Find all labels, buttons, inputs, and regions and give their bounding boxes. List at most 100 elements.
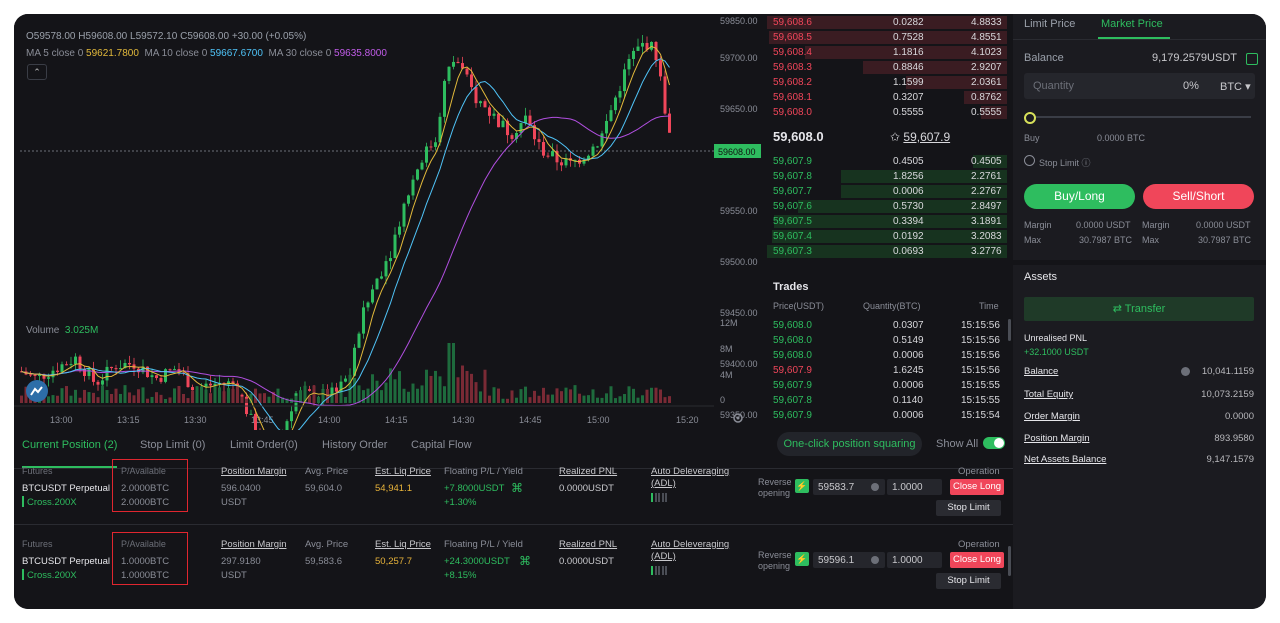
tab-history-order[interactable]: History Order: [322, 439, 388, 451]
candlestick-chart[interactable]: 59850.0059800.0059750.0059700.0059650.00…: [14, 14, 763, 430]
volume-bar: [227, 388, 230, 403]
candle-body: [51, 370, 55, 378]
volume-bar: [141, 387, 145, 403]
position-symbol[interactable]: BTCUSDT Perpetual: [22, 483, 110, 494]
share-icon[interactable]: ⌘: [511, 481, 523, 495]
bid-price[interactable]: 59,607.6: [773, 201, 812, 212]
bid-total: 3.2083: [971, 231, 1002, 242]
ask-price[interactable]: 59,608.1: [773, 92, 812, 103]
bid-depth-bar: [798, 200, 1007, 213]
candle-body: [78, 356, 82, 369]
volume-bar: [555, 388, 559, 403]
margin-buy-value: 0.0000 USDT: [1076, 220, 1131, 230]
close-price-input[interactable]: 59583.7: [813, 479, 885, 495]
ask-price[interactable]: 59,608.4: [773, 47, 812, 58]
tab-capital-flow[interactable]: Capital Flow: [411, 439, 472, 451]
transfer-button[interactable]: ⇄ Transfer: [1024, 297, 1254, 321]
candle-body: [492, 113, 496, 116]
volume-bar: [101, 385, 104, 403]
volume-bar: [627, 386, 631, 403]
transfer-mini-icon[interactable]: [1246, 53, 1258, 65]
close-price-input[interactable]: 59596.1: [813, 552, 885, 568]
ask-price[interactable]: 59,608.3: [773, 62, 812, 73]
close-long-button[interactable]: Close Long: [950, 479, 1004, 495]
buy-value: 0.0000 BTC: [1097, 133, 1146, 143]
stop-limit-checkbox[interactable]: [1024, 155, 1035, 166]
slider-handle[interactable]: [1024, 112, 1036, 124]
candle-body: [38, 373, 41, 376]
floating-yield: +8.15%: [444, 570, 477, 581]
stop-limit-button[interactable]: Stop Limit: [936, 573, 1001, 589]
position-symbol[interactable]: BTCUSDT Perpetual: [22, 556, 110, 567]
ask-price[interactable]: 59,608.6: [773, 17, 812, 28]
close-quantity-input[interactable]: 1.0000: [887, 552, 942, 568]
tab-market-price[interactable]: Market Price: [1101, 18, 1163, 30]
bid-depth-bar: [841, 170, 1007, 183]
close-quantity-input[interactable]: 1.0000: [887, 479, 942, 495]
tab-stop-limit[interactable]: Stop Limit (0): [140, 439, 206, 451]
bid-price[interactable]: 59,607.5: [773, 216, 812, 227]
trade-quantity: 0.0006: [893, 350, 924, 361]
stop-limit-button[interactable]: Stop Limit: [936, 500, 1001, 516]
tab-limit-order[interactable]: Limit Order(0): [230, 439, 298, 451]
tab-current-position[interactable]: Current Position (2): [22, 439, 118, 451]
volume-bar: [632, 388, 635, 403]
trade-price: 59,607.9: [773, 410, 812, 421]
header-liq-price: Est. Liq Price: [375, 466, 431, 477]
bid-price[interactable]: 59,607.3: [773, 246, 812, 257]
candle-body: [42, 373, 46, 379]
quantity-slider[interactable]: [1024, 112, 1251, 124]
divider: [14, 468, 1013, 469]
trades-scrollbar[interactable]: [1008, 319, 1011, 341]
volume-bar: [573, 385, 577, 403]
quantity-input[interactable]: Quantity 0% BTC ▾: [1024, 73, 1255, 99]
volume-bar: [587, 395, 590, 403]
trade-time: 15:15:55: [961, 395, 1000, 406]
chart-settings-gear-icon[interactable]: [731, 411, 745, 425]
volume-bar: [281, 397, 284, 403]
realized-pnl: 0.0000USDT: [559, 556, 614, 567]
balance-info-icon[interactable]: [1181, 367, 1190, 376]
ask-price[interactable]: 59,608.5: [773, 32, 812, 43]
volume-bar: [380, 390, 383, 403]
show-all-toggle[interactable]: [983, 437, 1005, 449]
mark-price[interactable]: ✩ 59,607.9: [890, 130, 951, 144]
bid-price[interactable]: 59,607.8: [773, 171, 812, 182]
quantity-unit-select[interactable]: BTC ▾: [1220, 81, 1251, 93]
bid-price[interactable]: 59,607.4: [773, 231, 812, 242]
volume-bar: [654, 387, 658, 403]
reverse-opening-button[interactable]: ⚡: [795, 479, 809, 493]
collapse-indicators-button[interactable]: ⌃: [27, 64, 47, 80]
tab-limit-price[interactable]: Limit Price: [1024, 18, 1076, 30]
volume-bar: [326, 389, 329, 403]
volume-bar: [353, 377, 356, 403]
bid-price[interactable]: 59,607.9: [773, 156, 812, 167]
ask-total: 0.5555: [971, 107, 1002, 118]
bid-price[interactable]: 59,607.7: [773, 186, 812, 197]
candle-body: [74, 356, 77, 365]
asset-value: 10,073.2159: [1201, 389, 1254, 400]
volume-bar: [492, 387, 496, 403]
ask-total: 4.1023: [971, 47, 1002, 58]
volume-bar: [447, 343, 451, 403]
sell-short-button[interactable]: Sell/Short: [1143, 184, 1254, 209]
quantity-placeholder: Quantity: [1033, 80, 1074, 92]
share-icon[interactable]: ⌘: [519, 554, 531, 568]
price-chart[interactable]: O59578.00 H59608.00 L59572.10 C59608.00 …: [14, 14, 763, 430]
trade-price: 59,607.9: [773, 380, 812, 391]
volume-bar: [65, 386, 68, 403]
one-click-squaring-button[interactable]: One-click position squaring: [777, 432, 922, 456]
volume-bar: [456, 377, 460, 403]
candle-body: [164, 369, 167, 382]
ask-price[interactable]: 59,608.2: [773, 77, 812, 88]
candle-body: [573, 159, 577, 161]
volume-bar: [335, 393, 338, 403]
buy-long-button[interactable]: Buy/Long: [1024, 184, 1135, 209]
candle-body: [416, 169, 419, 180]
candle-body: [461, 63, 464, 69]
positions-scrollbar[interactable]: [1008, 546, 1011, 576]
ask-price[interactable]: 59,608.0: [773, 107, 812, 118]
candle-body: [542, 142, 545, 156]
close-long-button[interactable]: Close Long: [950, 552, 1004, 568]
reverse-opening-button[interactable]: ⚡: [795, 552, 809, 566]
